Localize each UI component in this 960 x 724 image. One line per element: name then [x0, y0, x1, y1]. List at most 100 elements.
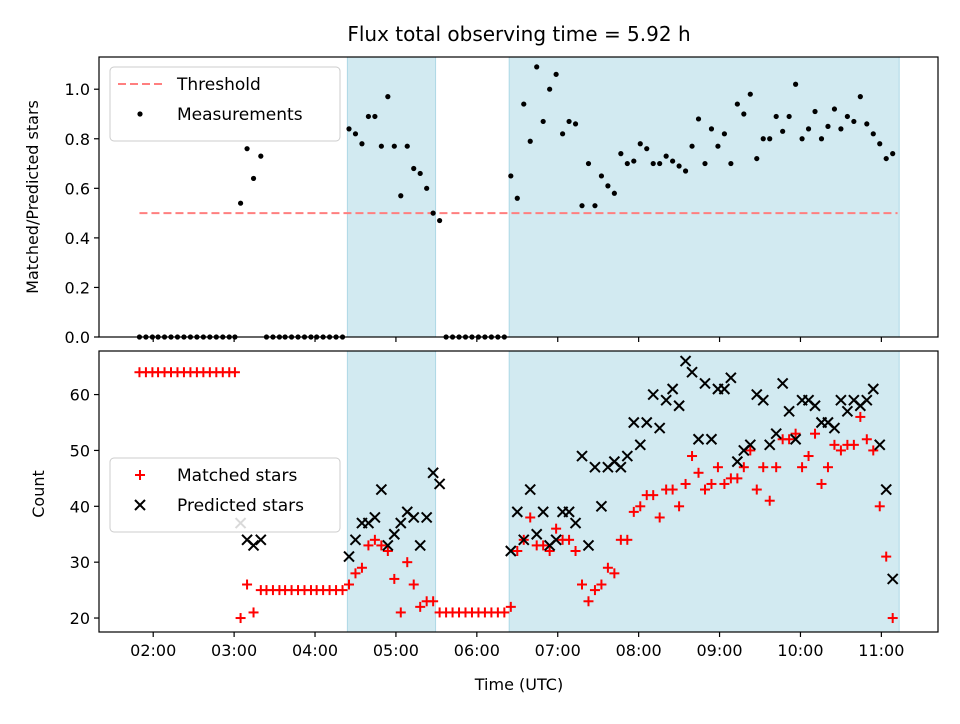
y-tick-label: 40 — [70, 497, 90, 516]
measurement-point — [851, 118, 857, 125]
matched-stars-point — [602, 562, 613, 573]
legend: Matched stars Predicted stars — [109, 457, 341, 533]
shaded-interval — [508, 56, 900, 338]
matched-stars-point — [738, 462, 749, 473]
measurement-point — [780, 128, 786, 134]
measurement-point — [773, 113, 779, 120]
predicted-stars-point — [388, 528, 401, 540]
measurement-point — [631, 158, 637, 164]
matched-stars-point — [687, 451, 698, 462]
measurement-point — [624, 160, 630, 167]
measurement-point — [715, 143, 721, 149]
predicted-stars-point — [789, 433, 802, 445]
matched-stars-point — [389, 573, 400, 584]
predicted-stars-point — [705, 433, 718, 445]
matched-stars-point — [732, 473, 743, 484]
measurement-point — [870, 131, 876, 137]
matched-stars-point — [887, 613, 898, 624]
measurement-point — [514, 195, 520, 201]
matched-stars-point — [628, 506, 639, 517]
predicted-stars-point — [886, 573, 899, 585]
measurement-point — [754, 155, 760, 162]
matched-stars-point — [382, 545, 393, 556]
measurement-point — [670, 158, 676, 164]
legend-swatch-matched — [135, 470, 145, 480]
predicted-stars-point — [589, 461, 601, 473]
measurement-point — [404, 143, 410, 149]
measurement-point — [838, 126, 844, 132]
matched-stars-point — [719, 478, 730, 489]
predicted-stars-point — [615, 461, 627, 473]
measurement-point — [385, 94, 391, 100]
measurement-point — [721, 131, 728, 137]
measurement-point — [637, 141, 643, 147]
predicted-stars-point — [595, 500, 608, 513]
matched-stars-point — [648, 490, 659, 501]
predicted-stars-point — [530, 528, 543, 540]
ratio-panel: 0.0 0.2 0.4 0.6 0.8 1.0 Threshold Measurements — [65, 56, 939, 347]
x-axis-label: Time (UTC) — [474, 675, 563, 694]
y-tick-label: 0.2 — [65, 278, 90, 297]
legend-swatch-predicted — [134, 499, 146, 511]
matched-stars-point — [395, 607, 406, 618]
predicted-stars-point — [563, 506, 575, 518]
predicted-stars-point — [841, 405, 854, 418]
measurement-point — [682, 168, 689, 174]
measurement-point — [508, 173, 514, 179]
predicted-stars-point — [835, 394, 847, 406]
matched-stars-point — [622, 534, 633, 545]
measurement-point — [890, 151, 896, 157]
predicted-stars-point — [666, 383, 679, 395]
matched-stars-point — [790, 428, 801, 439]
predicted-stars-point — [369, 511, 381, 524]
matched-stars-point — [402, 557, 413, 568]
measurement-point — [378, 143, 384, 149]
measurement-point — [553, 71, 559, 77]
measurement-point — [346, 126, 352, 132]
measurement-point — [598, 173, 605, 179]
matched-stars-point — [544, 545, 555, 556]
x-tick-label: 05:00 — [373, 641, 419, 660]
predicted-stars-point — [641, 416, 653, 429]
matched-stars-point — [589, 585, 600, 596]
matched-stars-point — [881, 551, 892, 562]
predicted-stars-point — [874, 439, 886, 451]
y-tick-label: 0.8 — [65, 130, 90, 149]
matched-stars-point — [505, 601, 516, 612]
y-tick-label: 60 — [70, 386, 90, 405]
measurement-point — [430, 210, 436, 216]
predicted-stars-point — [537, 506, 549, 518]
predicted-stars-point — [621, 450, 634, 462]
predicted-stars-point — [699, 377, 711, 390]
matched-stars-point — [428, 596, 439, 607]
legend-swatch-measurements — [137, 111, 143, 117]
matched-stars-point — [848, 439, 859, 450]
measurement-point — [411, 165, 417, 172]
measurement-point — [437, 217, 443, 224]
matched-stars-point — [570, 545, 581, 556]
predicted-stars-point — [867, 383, 879, 395]
measurement-point — [424, 185, 430, 191]
predicted-stars-point — [427, 467, 439, 479]
matched-stars-point — [577, 579, 588, 590]
measurement-point — [372, 113, 378, 120]
matched-stars-point — [564, 534, 575, 545]
axes-frame — [98, 56, 939, 338]
matched-stars-point — [771, 462, 782, 473]
measurement-point — [391, 143, 397, 149]
x-tick-label: 02:00 — [130, 641, 176, 660]
measurement-point — [657, 160, 663, 167]
predicted-stars-point — [783, 405, 795, 418]
measurement-point — [805, 126, 812, 132]
matched-stars-point — [229, 367, 240, 378]
matched-stars-point — [874, 501, 885, 512]
matched-stars-point — [835, 445, 846, 456]
measurement-point — [825, 123, 831, 129]
x-tick-label: 08:00 — [616, 641, 662, 660]
measurement-point — [741, 111, 747, 117]
predicted-stars-point — [382, 539, 394, 552]
matched-stars-point — [350, 568, 361, 579]
y-axis-label-count: Count — [29, 470, 48, 518]
predicted-stars-point — [511, 506, 523, 518]
measurement-point — [864, 121, 870, 127]
